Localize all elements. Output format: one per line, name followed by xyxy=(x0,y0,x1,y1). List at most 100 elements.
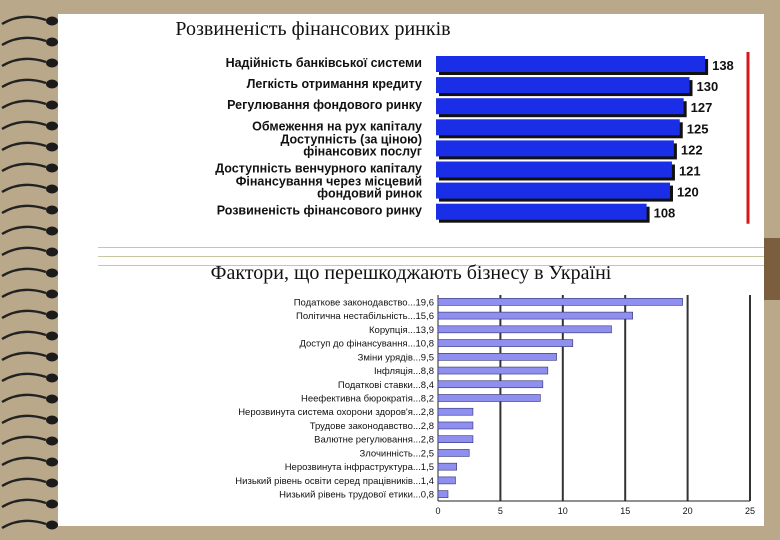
bar xyxy=(437,394,541,402)
spiral-hole xyxy=(46,436,58,446)
spiral-hole xyxy=(46,58,58,68)
spiral-hole xyxy=(46,184,58,194)
bar xyxy=(436,182,670,199)
spiral-ring xyxy=(1,225,47,236)
category-label: Розвиненість фінансового ринку xyxy=(217,204,422,218)
bar xyxy=(436,98,684,115)
category-label: Доступ до фінансування...10,8 xyxy=(299,339,434,350)
bar xyxy=(436,161,672,178)
category-label: фінансових послуг xyxy=(303,144,422,158)
category-label: Податкове законодавство...19,6 xyxy=(294,297,434,308)
spiral-hole xyxy=(46,16,58,26)
spiral-ring xyxy=(1,246,47,257)
category-label: фондовий ринок xyxy=(317,187,423,201)
category-label: Доступність венчурного капіталу xyxy=(215,162,422,176)
category-label: Трудове законодавство...2,8 xyxy=(310,421,434,432)
category-label: Інфляція...8,8 xyxy=(374,366,434,377)
category-label: Обмеження на рух капіталу xyxy=(252,119,422,133)
tick-label: 15 xyxy=(620,506,630,516)
spiral-hole xyxy=(46,37,58,47)
spiral-ring xyxy=(1,78,47,89)
data-label: 138 xyxy=(712,58,734,73)
bar xyxy=(437,352,557,361)
bar xyxy=(437,407,474,416)
spiral-ring xyxy=(1,57,47,68)
data-label: 120 xyxy=(677,185,699,200)
bar xyxy=(436,77,690,94)
category-label: Податкові ставки...8,4 xyxy=(338,380,434,391)
data-label: 122 xyxy=(681,142,703,157)
tick-label: 10 xyxy=(558,506,568,516)
spiral-hole xyxy=(46,310,58,320)
category-label: Доступність (за ціною) xyxy=(281,132,423,146)
bar xyxy=(437,380,544,389)
tick-label: 20 xyxy=(683,506,693,516)
bar xyxy=(437,325,612,334)
spiral-ring xyxy=(1,414,47,425)
business-obstacles-bar-chart: 0 5 10 15 20 25 Податкове законодавство...19,6… xyxy=(235,295,755,516)
spiral-hole xyxy=(46,478,58,488)
spiral-hole xyxy=(46,247,58,257)
category-label: Низький рівень трудової етики...0,8 xyxy=(279,490,434,501)
spiral-ring xyxy=(1,351,47,362)
divider-line xyxy=(98,265,764,266)
divider-line xyxy=(98,256,764,257)
notebook-spiral-binding xyxy=(1,15,58,530)
bar xyxy=(436,203,647,220)
spiral-hole xyxy=(46,226,58,236)
bar xyxy=(437,462,458,471)
spiral-hole xyxy=(46,499,58,509)
category-label: Нерозвинута система охорони здоров'я...2… xyxy=(238,407,434,418)
category-label: Політична нестабільність...15,6 xyxy=(296,311,434,322)
bar xyxy=(436,56,706,72)
category-label: Нерозвинута інфраструктура...1,5 xyxy=(285,462,434,473)
spiral-hole xyxy=(46,415,58,425)
bar xyxy=(437,476,456,485)
spiral-hole xyxy=(46,289,58,299)
bar xyxy=(437,421,474,430)
data-label: 127 xyxy=(691,100,713,115)
data-label: 108 xyxy=(654,206,676,221)
category-label: Злочинність...2,5 xyxy=(360,448,435,459)
spiral-ring xyxy=(1,15,47,26)
category-label: Валютне регулювання...2,8 xyxy=(314,435,434,446)
data-label: 130 xyxy=(697,79,719,94)
tick-label: 0 xyxy=(435,506,440,516)
financial-markets-bar-chart: 138 Надійність банківської системи 130 Легк… xyxy=(215,52,750,224)
category-label: Надійність банківської системи xyxy=(226,56,422,70)
spiral-ring xyxy=(1,456,47,467)
category-label: Корупція...13,9 xyxy=(369,325,434,336)
notebook-tab-decoration xyxy=(764,238,780,300)
bar xyxy=(437,435,474,444)
spiral-ring xyxy=(1,99,47,110)
spiral-hole xyxy=(46,457,58,467)
spiral-hole xyxy=(46,268,58,278)
spiral-ring xyxy=(1,477,47,488)
slide: Розвиненість фінансових ринків 138 Надійн… xyxy=(58,14,764,526)
bar xyxy=(437,298,683,306)
spiral-hole xyxy=(46,205,58,215)
spiral-ring xyxy=(1,393,47,404)
spiral-ring xyxy=(1,162,47,173)
spiral-hole xyxy=(46,352,58,362)
spiral-ring xyxy=(1,498,47,509)
spiral-hole xyxy=(46,331,58,341)
bar xyxy=(437,311,633,320)
spiral-ring xyxy=(1,120,47,131)
spiral-ring xyxy=(1,183,47,194)
chart2-title: Фактори, що перешкоджають бізнесу в Укра… xyxy=(210,262,612,284)
bar xyxy=(436,119,680,136)
spiral-ring xyxy=(1,204,47,215)
category-label: Фінансування через місцевий xyxy=(236,175,422,189)
category-label: Легкість отримання кредиту xyxy=(247,77,422,91)
spiral-hole xyxy=(46,79,58,89)
divider-line xyxy=(98,247,764,248)
spiral-hole xyxy=(46,100,58,110)
spiral-ring xyxy=(1,435,47,446)
spiral-ring xyxy=(1,309,47,320)
bar xyxy=(437,490,449,498)
category-label: Неефективна бюрократія...8,2 xyxy=(301,394,434,405)
spiral-hole xyxy=(46,520,58,530)
tick-label: 25 xyxy=(745,506,755,516)
spiral-hole xyxy=(46,142,58,152)
